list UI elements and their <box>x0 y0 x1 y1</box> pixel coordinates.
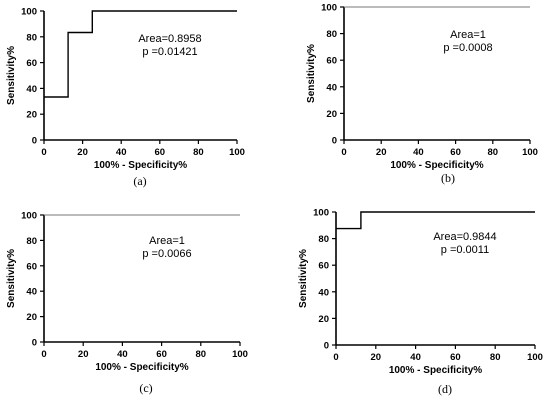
x-tick-label: 60 <box>156 349 167 360</box>
auc-annotation: Area=0.9844 <box>433 231 496 243</box>
y-axis-title: Sensitivity% <box>306 44 317 103</box>
y-tick-label: 100 <box>21 211 37 222</box>
x-tick-label: 20 <box>376 147 387 158</box>
y-axis-title: Sensitivity% <box>298 249 309 308</box>
y-tick-label: 80 <box>318 234 329 245</box>
panel-label: (b) <box>441 171 455 185</box>
y-tick-label: 20 <box>318 314 329 325</box>
p-value-annotation: p =0.0008 <box>443 42 492 54</box>
x-tick-label: 0 <box>333 352 338 363</box>
panel-label: (d) <box>438 382 452 396</box>
panel-label: (c) <box>139 381 152 395</box>
x-tick-label: 100 <box>527 352 543 363</box>
x-tick-label: 80 <box>488 147 499 158</box>
y-tick-label: 40 <box>26 84 37 95</box>
auc-annotation: Area=1 <box>450 29 486 41</box>
p-value-annotation: p =0.01421 <box>142 46 197 58</box>
y-tick-label: 20 <box>26 312 37 323</box>
y-tick-label: 0 <box>32 338 37 349</box>
y-tick-label: 20 <box>326 109 337 120</box>
y-axis-title: Sensitivity% <box>6 46 17 105</box>
x-tick-label: 0 <box>341 147 346 158</box>
roc-panel-0: 0 20 40 60 80 100 0 20 40 60 80 100 100% - Specifici… <box>6 7 245 189</box>
panel-label: (a) <box>133 174 146 188</box>
y-axis-title: Sensitivity% <box>6 249 17 308</box>
y-tick-label: 0 <box>332 136 337 147</box>
x-tick-label: 40 <box>116 147 127 158</box>
p-value-annotation: p =0.0011 <box>441 244 489 256</box>
y-tick-label: 80 <box>26 236 37 247</box>
y-tick-label: 100 <box>321 3 337 14</box>
y-tick-label: 80 <box>26 32 37 43</box>
y-tick-label: 0 <box>32 136 37 147</box>
y-tick-label: 80 <box>326 29 337 40</box>
x-tick-label: 20 <box>371 352 382 363</box>
x-tick-label: 80 <box>490 352 501 363</box>
y-tick-label: 40 <box>326 82 337 93</box>
p-value-annotation: p =0.0066 <box>142 248 191 260</box>
y-tick-label: 0 <box>324 341 329 352</box>
y-tick-label: 40 <box>26 287 37 298</box>
x-axis-title: 100% - Specificity% <box>390 160 483 171</box>
x-tick-label: 40 <box>117 349 128 360</box>
roc-curve <box>44 10 237 98</box>
x-tick-label: 40 <box>410 352 421 363</box>
y-tick-label: 100 <box>313 208 329 219</box>
roc-panel-2: 0 20 40 60 80 100 0 20 40 60 80 100 100% - Specifici… <box>6 211 248 396</box>
x-tick-label: 100 <box>229 147 245 158</box>
y-tick-label: 60 <box>26 261 37 272</box>
auc-annotation: Area=1 <box>149 235 185 247</box>
x-axis-title: 100% - Specificity% <box>94 160 187 171</box>
roc-curve <box>336 211 535 230</box>
x-tick-label: 20 <box>77 147 88 158</box>
y-tick-label: 40 <box>318 287 329 298</box>
x-axis-title: 100% - Specificity% <box>389 365 482 376</box>
x-tick-label: 60 <box>155 147 166 158</box>
x-axis-title: 100% - Specificity% <box>95 362 188 373</box>
x-tick-label: 60 <box>450 147 461 158</box>
y-tick-label: 60 <box>318 261 329 272</box>
x-tick-label: 0 <box>41 349 46 360</box>
y-tick-label: 20 <box>26 110 37 121</box>
y-tick-label: 100 <box>21 7 37 18</box>
roc-panel-1: 0 20 40 60 80 100 0 20 40 60 80 100 100% - Specifici… <box>306 3 538 186</box>
y-tick-label: 60 <box>26 58 37 69</box>
x-tick-label: 60 <box>450 352 461 363</box>
x-tick-label: 100 <box>522 147 538 158</box>
x-tick-label: 100 <box>232 349 248 360</box>
x-tick-label: 80 <box>196 349 207 360</box>
x-tick-label: 20 <box>78 349 89 360</box>
auc-annotation: Area=0.8958 <box>138 33 201 45</box>
x-tick-label: 80 <box>193 147 204 158</box>
x-tick-label: 40 <box>413 147 424 158</box>
x-tick-label: 0 <box>41 147 46 158</box>
y-tick-label: 60 <box>326 56 337 67</box>
roc-panel-3: 0 20 40 60 80 100 0 20 40 60 80 100 100% - Specifici… <box>298 208 543 397</box>
